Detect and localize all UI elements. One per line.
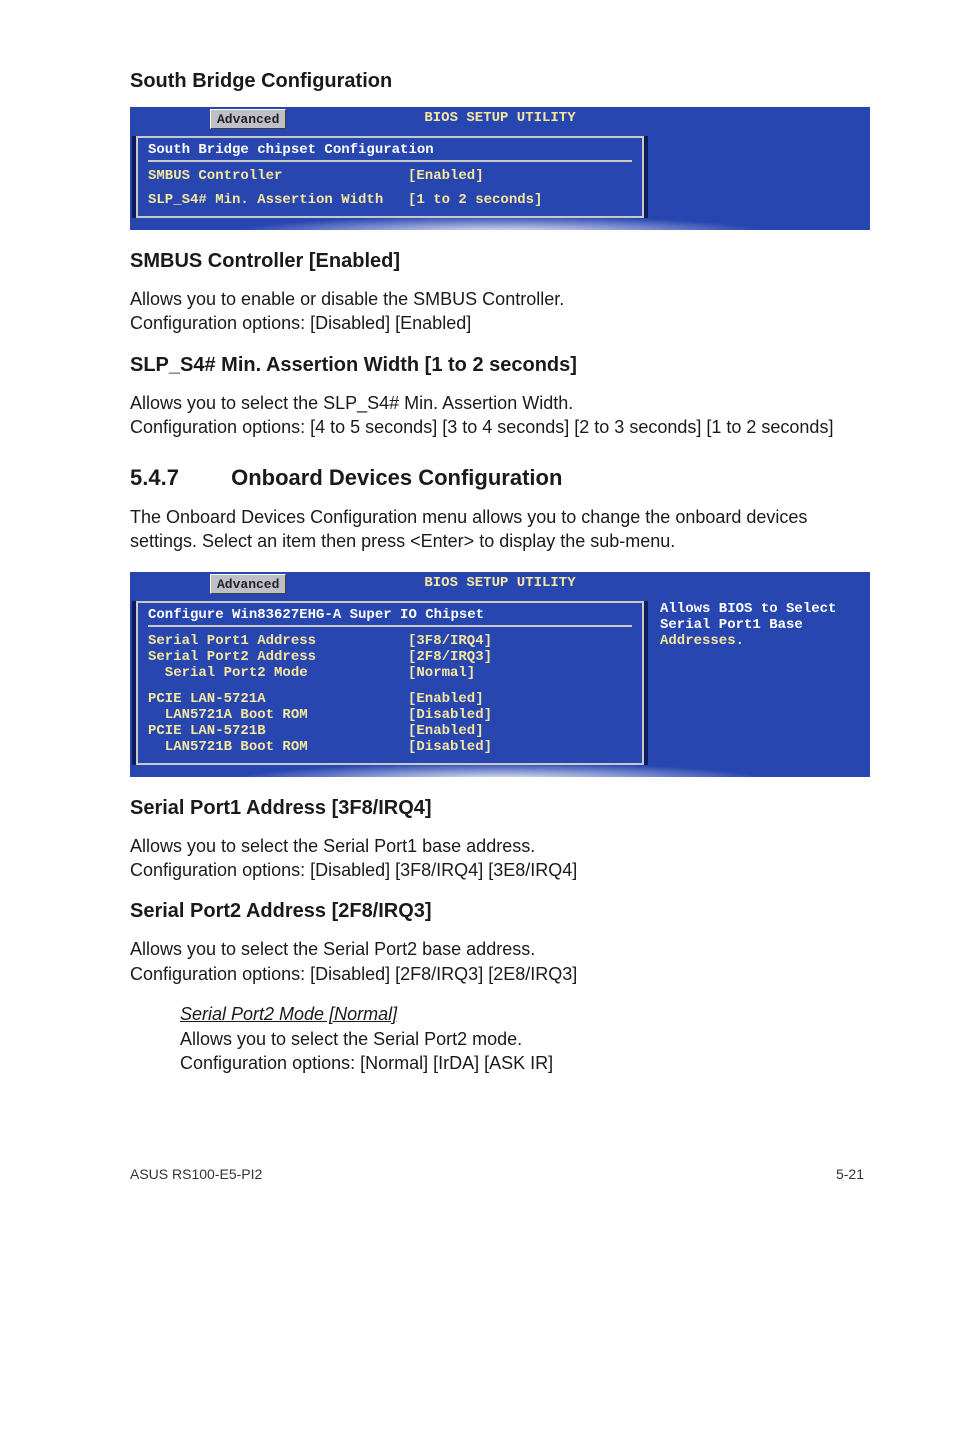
bios-help-line: Allows BIOS to Select — [660, 601, 860, 617]
bios-row[interactable]: PCIE LAN-5721B [Enabled] — [148, 723, 632, 739]
bios-row[interactable]: SLP_S4# Min. Assertion Width [1 to 2 sec… — [148, 192, 632, 208]
bios-help-pane: Allows BIOS to Select Serial Port1 Base … — [650, 595, 870, 777]
bios-config-box: Configure Win83627EHG-A Super IO Chipset… — [136, 601, 644, 765]
serial-port2-mode-body: Allows you to select the Serial Port2 mo… — [180, 1027, 864, 1076]
bios-row-label: PCIE LAN-5721B — [148, 723, 408, 739]
section-number: 5.4.7 — [130, 465, 225, 491]
bios-row[interactable]: SMBUS Controller [Enabled] — [148, 168, 632, 184]
bios-row-label: Serial Port2 Address — [148, 649, 408, 665]
smbus-body: Allows you to enable or disable the SMBU… — [130, 287, 864, 336]
bios-row-value: [Enabled] — [408, 691, 484, 707]
bios-title: BIOS SETUP UTILITY — [424, 110, 575, 126]
serial-port2-mode-subtitle: Serial Port2 Mode [Normal] — [180, 1004, 864, 1025]
bios-row-label: Serial Port1 Address — [148, 633, 408, 649]
serial-port2-body: Allows you to select the Serial Port2 ba… — [130, 937, 864, 986]
bios-row-label: LAN5721A Boot ROM — [148, 707, 408, 723]
section-title: Onboard Devices Configuration — [231, 465, 562, 490]
bios-row[interactable]: LAN5721A Boot ROM [Disabled] — [148, 707, 632, 723]
bios-row-value: [Enabled] — [408, 723, 484, 739]
serial-port1-heading: Serial Port1 Address [3F8/IRQ4] — [130, 797, 864, 820]
section-intro: The Onboard Devices Configuration menu a… — [130, 505, 864, 554]
bios-title-bar: BIOS SETUP UTILITY Advanced — [130, 107, 870, 130]
bios-row-value: [Enabled] — [408, 168, 484, 184]
bios-row-value: [Disabled] — [408, 707, 492, 723]
serial-port2-mode-block: Serial Port2 Mode [Normal] Allows you to… — [180, 1004, 864, 1076]
page: South Bridge Configuration BIOS SETUP UT… — [0, 0, 954, 1222]
bios-row-label: SLP_S4# Min. Assertion Width — [148, 192, 408, 208]
page-footer: ASUS RS100-E5-PI2 5-21 — [130, 1166, 864, 1182]
bios-title-bar: BIOS SETUP UTILITY Advanced — [130, 572, 870, 595]
south-bridge-heading: South Bridge Configuration — [130, 70, 864, 93]
footer-left: ASUS RS100-E5-PI2 — [130, 1166, 262, 1182]
bios-panel-south-bridge: BIOS SETUP UTILITY Advanced South Bridge… — [130, 107, 870, 230]
bios-tab-advanced[interactable]: Advanced — [210, 574, 286, 594]
bios-row-value: [Normal] — [408, 665, 475, 681]
bios-box-title: Configure Win83627EHG-A Super IO Chipset — [148, 607, 632, 623]
bios-row-value: [2F8/IRQ3] — [408, 649, 492, 665]
bios-row[interactable]: Serial Port2 Mode [Normal] — [148, 665, 632, 681]
bios-help-line: Addresses. — [660, 633, 860, 649]
bios-row-value: [1 to 2 seconds] — [408, 192, 542, 208]
bios-row-value: [Disabled] — [408, 739, 492, 755]
section-547-heading: 5.4.7 Onboard Devices Configuration — [130, 465, 864, 491]
slp-heading: SLP_S4# Min. Assertion Width [1 to 2 sec… — [130, 354, 864, 377]
bios-title: BIOS SETUP UTILITY — [424, 575, 575, 591]
bios-row-label: PCIE LAN-5721A — [148, 691, 408, 707]
bios-row-value: [3F8/IRQ4] — [408, 633, 492, 649]
slp-body: Allows you to select the SLP_S4# Min. As… — [130, 391, 864, 440]
bios-box-title: South Bridge chipset Configuration — [148, 142, 632, 158]
bios-row-label: Serial Port2 Mode — [148, 665, 408, 681]
bios-row[interactable]: Serial Port2 Address [2F8/IRQ3] — [148, 649, 632, 665]
serial-port2-heading: Serial Port2 Address [2F8/IRQ3] — [130, 900, 864, 923]
serial-port1-body: Allows you to select the Serial Port1 ba… — [130, 834, 864, 883]
bios-row[interactable]: PCIE LAN-5721A [Enabled] — [148, 691, 632, 707]
bios-tab-advanced[interactable]: Advanced — [210, 109, 286, 129]
bios-config-box: South Bridge chipset Configuration SMBUS… — [136, 136, 644, 218]
bios-row[interactable]: Serial Port1 Address [3F8/IRQ4] — [148, 633, 632, 649]
bios-row-label: SMBUS Controller — [148, 168, 408, 184]
bios-row-label: LAN5721B Boot ROM — [148, 739, 408, 755]
bios-row[interactable]: LAN5721B Boot ROM [Disabled] — [148, 739, 632, 755]
bios-help-line: Serial Port1 Base — [660, 617, 860, 633]
footer-right: 5-21 — [836, 1166, 864, 1182]
smbus-heading: SMBUS Controller [Enabled] — [130, 250, 864, 273]
bios-panel-onboard-devices: BIOS SETUP UTILITY Advanced Configure Wi… — [130, 572, 870, 777]
